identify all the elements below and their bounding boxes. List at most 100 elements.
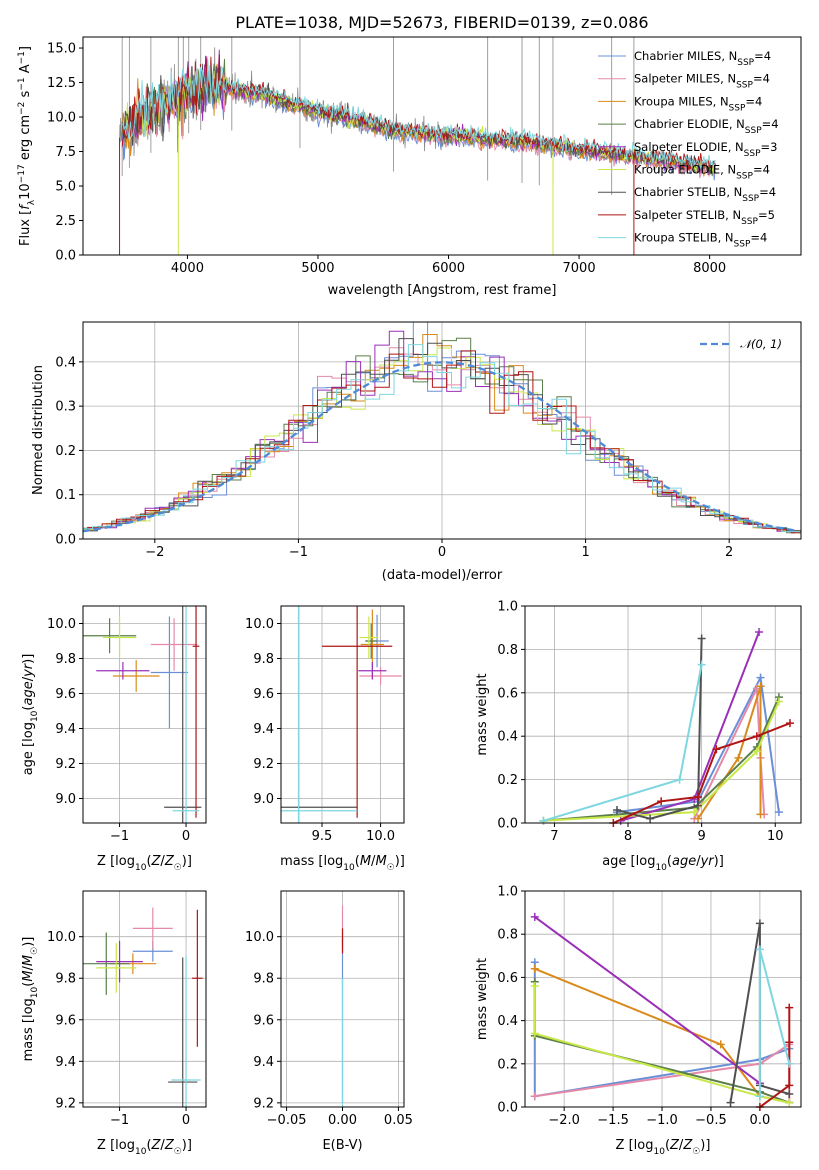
residual-histogram — [83, 344, 801, 533]
weight-marker — [539, 816, 548, 825]
x-tick-label: −1 — [110, 1113, 129, 1128]
weight-line — [533, 986, 790, 1104]
weight-marker — [530, 1092, 539, 1101]
mass_vs_ebv-frame — [280, 890, 405, 1108]
y-tick-label: 0.4 — [497, 730, 518, 745]
x-tick-label: 9 — [697, 829, 705, 844]
y-tick-label: 9.4 — [55, 722, 76, 737]
y-tick-label: 9.0 — [253, 792, 274, 807]
weight-marker — [646, 814, 655, 823]
weight-marker — [755, 919, 764, 928]
weight-marker — [726, 1098, 735, 1107]
spectrum-lines — [119, 37, 716, 255]
y-tick-label: 9.6 — [253, 1013, 274, 1028]
histogram-steps — [83, 322, 801, 535]
y-tick-label: 1.0 — [497, 600, 518, 615]
weight-marker — [712, 745, 721, 754]
y-tick-label: 9.6 — [55, 1013, 76, 1028]
spectrum-y-axis-label: Flux [fλ10−17 erg cm−2 s−1 A−1] — [17, 46, 37, 246]
weight-marker — [785, 719, 794, 728]
weight_vs_age-lines — [539, 628, 794, 827]
normal-reference-curve — [83, 361, 799, 533]
x-tick-label: −1.5 — [597, 1113, 629, 1128]
x-tick-label: −1 — [289, 545, 308, 560]
residual-histogram — [83, 350, 801, 534]
mass_vs_Z-frame — [82, 890, 207, 1108]
y-tick-label: 0.2 — [55, 444, 76, 459]
y-tick-label: 0.2 — [497, 1057, 518, 1072]
y-tick-label: 0.0 — [55, 249, 76, 264]
x-tick-label: 2 — [725, 545, 733, 560]
weight-marker — [785, 1081, 794, 1090]
age_vs_Z-frame — [82, 605, 207, 824]
y-tick-label: 9.4 — [55, 1055, 76, 1070]
x-tick-label: 10.0 — [366, 829, 395, 844]
y-tick-label: 0.1 — [55, 488, 76, 503]
weight-marker — [690, 808, 699, 817]
x-tick-label: −0.5 — [695, 1113, 727, 1128]
histogram-y-axis-label: Normed distribution — [31, 365, 46, 495]
legend-label: Chabrier ELODIE, NSSP=4 — [634, 117, 779, 136]
histogram-frame — [82, 321, 802, 540]
y-tick-label: 7.5 — [55, 145, 76, 160]
y-tick-label: 0.8 — [497, 928, 518, 943]
y-tick-label: 0.8 — [497, 643, 518, 658]
weight-marker — [530, 912, 539, 921]
weight-marker — [774, 697, 783, 706]
legend-label: Chabrier STELIB, NSSP=4 — [634, 185, 776, 204]
y-tick-label: 9.2 — [55, 1096, 76, 1111]
weight_vs_age-frame — [524, 605, 802, 824]
x-tick-label: 8 — [624, 829, 632, 844]
y-tick-label: 9.2 — [253, 757, 274, 772]
residual-histogram — [83, 334, 801, 533]
y-tick-label: 0.0 — [497, 1101, 518, 1116]
weight-marker — [530, 964, 539, 973]
weight-marker — [785, 1098, 794, 1107]
x-tick-label: 4000 — [171, 261, 204, 276]
x-tick-label: 0.00 — [328, 1113, 357, 1128]
x-tick-label: 7 — [550, 829, 558, 844]
weight-line — [616, 674, 780, 814]
x-tick-label: −2.0 — [548, 1113, 580, 1128]
weight-marker — [693, 792, 702, 801]
age_vs_Z-y-axis-label: age [log10(age/yr)] — [21, 654, 40, 776]
x-tick-label: −1.0 — [646, 1113, 678, 1128]
y-tick-label: 9.8 — [253, 652, 274, 667]
legend-label: Kroupa ELODIE, NSSP=4 — [634, 163, 770, 182]
weight-marker — [752, 732, 761, 741]
y-tick-label: 10.0 — [47, 617, 76, 632]
weight-marker — [734, 753, 743, 762]
y-tick-label: 9.4 — [253, 722, 274, 737]
weight-line — [543, 701, 780, 822]
weight-marker — [755, 1092, 764, 1101]
y-tick-label: 0.6 — [497, 686, 518, 701]
weight_vs_Z-y-axis-label: mass weight — [475, 958, 490, 1040]
x-tick-label: 0 — [182, 829, 190, 844]
weight_vs_Z-axes: −2.0 −1.5 −1.0 −0.5 0.0 0.0 0.2 0.4 0.6 0.8 1.0 — [497, 885, 801, 1128]
y-tick-label: 9.6 — [55, 687, 76, 702]
weight-marker — [774, 808, 783, 817]
x-tick-label: 1 — [581, 545, 589, 560]
weight-marker — [697, 660, 706, 669]
weight-marker — [716, 1040, 725, 1049]
y-tick-label: 9.2 — [253, 1096, 274, 1111]
histogram-x-axis-label: (data-model)/error — [382, 568, 503, 583]
residuals-axes: −2 −1 0 1 2 0.0 0.1 0.2 0.3 0.4 — [55, 322, 801, 560]
y-tick-label: 9.6 — [253, 687, 274, 702]
weight_vs_age-x-axis-label: age [log10(age/yr)] — [602, 854, 724, 873]
weight_vs_Z-frame — [524, 890, 802, 1108]
weight-marker — [530, 982, 539, 991]
y-tick-label: 0.4 — [497, 1014, 518, 1029]
weight_vs_Z-x-axis-label: Z [log10(Z/Z☉)] — [616, 1138, 711, 1157]
spectrum-axes: 4000 5000 6000 7000 8000 0.0 2.5 5.0 7.5 10.0 12.5… — [47, 42, 726, 276]
weight-marker — [530, 1029, 539, 1038]
y-tick-label: 10.0 — [47, 111, 76, 126]
y-tick-label: 10.0 — [47, 930, 76, 945]
mass_vs_Z-y-axis-label: mass [log10(M/M☉)] — [21, 937, 40, 1062]
weight_vs_age-y-axis-label: mass weight — [475, 673, 490, 755]
weight-marker — [755, 628, 764, 637]
y-tick-label: 2.5 — [55, 214, 76, 229]
y-tick-label: 10.0 — [245, 617, 274, 632]
y-tick-label: 12.5 — [47, 76, 76, 91]
x-tick-label: 0 — [182, 1113, 190, 1128]
